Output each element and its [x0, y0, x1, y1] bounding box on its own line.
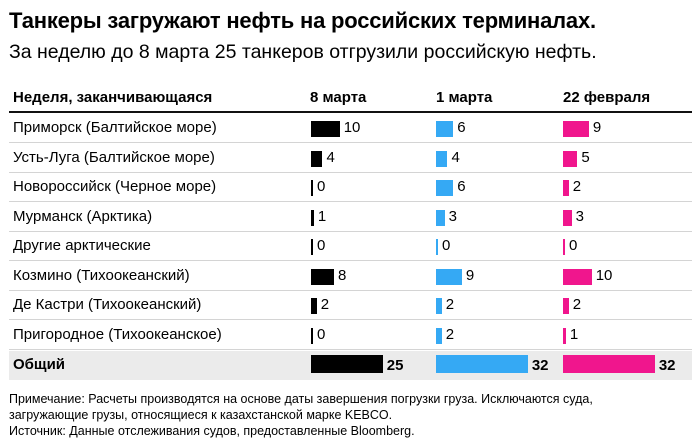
column-header-1-march: 1 марта	[436, 89, 493, 106]
terminal-label: Усть-Луга (Балтийское море)	[13, 148, 215, 166]
value-label-8-march: 0	[317, 325, 326, 343]
bar-8-march	[311, 150, 323, 167]
value-label-22-february: 2	[572, 296, 582, 313]
bar-8-march	[311, 327, 313, 344]
value-label-22-february: 2	[572, 178, 582, 195]
terminal-label: Козмино (Тихоокеанский)	[13, 266, 190, 284]
row-separator	[9, 319, 692, 320]
value-label-1-march: 6	[457, 178, 466, 195]
bar-8-march	[311, 209, 314, 226]
terminal-label: Пригородное (Тихоокеанское)	[13, 325, 222, 343]
row-separator	[9, 142, 692, 143]
bar-8-march	[311, 298, 317, 314]
bar-1-march	[436, 180, 454, 196]
footnote-line-2: загружающие грузы, относящиеся к казахст…	[9, 408, 393, 422]
bar-1-march	[436, 327, 442, 344]
bar-22-february	[563, 180, 569, 196]
value-label-8-march: 10	[343, 119, 361, 136]
table-row: Де Кастри (Тихоокеанский) 2 2 2	[9, 291, 692, 320]
value-label-22-february: 3	[575, 207, 584, 225]
table-row: Приморск (Балтийское море) 10 6 9	[9, 114, 692, 143]
bar-22-february	[563, 239, 565, 255]
value-label-22-february: 32	[658, 357, 676, 374]
bar-1-march	[436, 150, 448, 167]
total-label: Общий	[13, 356, 66, 373]
header-rule	[9, 111, 692, 113]
row-separator	[9, 201, 692, 202]
value-label-1-march: 32	[531, 357, 549, 374]
value-label-8-march: 8	[337, 266, 347, 284]
bar-8-march	[311, 239, 313, 255]
terminal-label: Де Кастри (Тихоокеанский)	[13, 296, 202, 313]
row-separator	[9, 260, 692, 261]
footnote: Примечание: Расчеты производятся на осно…	[9, 391, 649, 439]
value-label-8-march: 0	[317, 178, 326, 195]
bar-22-february	[563, 355, 655, 373]
bar-1-march	[436, 239, 438, 255]
terminal-label: Другие арктические	[13, 237, 151, 254]
table-row: Новороссийск (Черное море) 0 6 2	[9, 173, 692, 202]
bar-1-march	[436, 268, 462, 285]
table-row: Усть-Луга (Балтийское море) 4 4 5	[9, 144, 692, 173]
value-label-8-march: 1	[317, 207, 327, 225]
bar-8-march	[311, 355, 383, 373]
value-label-1-march: 9	[465, 266, 475, 284]
bar-8-march	[311, 180, 313, 196]
bar-22-february	[563, 150, 578, 167]
value-label-1-march: 0	[442, 237, 451, 254]
bar-1-march	[436, 121, 454, 137]
value-label-1-march: 4	[451, 148, 460, 166]
value-label-8-march: 4	[326, 148, 335, 166]
terminal-label: Приморск (Балтийское море)	[13, 119, 217, 136]
total-row: Общий 25 32 32	[9, 351, 692, 380]
bar-22-february	[563, 121, 589, 137]
value-label-22-february: 5	[581, 148, 590, 166]
bar-8-march	[311, 268, 334, 285]
row-separator	[9, 289, 692, 291]
table-row: Мурманск (Арктика) 1 3 3	[9, 203, 692, 232]
row-header: Неделя, заканчивающаяся	[13, 89, 213, 106]
bar-1-march	[436, 355, 528, 373]
bar-22-february	[563, 327, 566, 344]
value-label-22-february: 9	[592, 119, 602, 136]
bar-22-february	[563, 268, 592, 285]
column-header-8-march: 8 марта	[310, 89, 367, 106]
value-label-1-march: 2	[445, 325, 455, 343]
table-row: Другие арктические 0 0 0	[9, 232, 692, 261]
source-note: Источник: Данные отслеживания судов, пре…	[9, 424, 415, 438]
column-header-22-february: 22 февраля	[563, 89, 651, 106]
bar-22-february	[563, 209, 572, 226]
value-label-1-march: 2	[445, 296, 455, 313]
bar-1-march	[436, 298, 442, 314]
value-label-8-march: 25	[386, 357, 404, 374]
row-separator	[9, 230, 692, 232]
value-label-22-february: 10	[595, 266, 613, 284]
bar-1-march	[436, 209, 445, 226]
value-label-1-march: 6	[457, 119, 466, 136]
value-label-1-march: 3	[448, 207, 457, 225]
table-row: Козмино (Тихоокеанский) 8 9 10	[9, 262, 692, 291]
chart-title: Танкеры загружают нефть на российских те…	[9, 8, 596, 33]
value-label-8-march: 2	[320, 296, 330, 313]
value-label-22-february: 1	[569, 325, 579, 343]
terminal-label: Новороссийск (Черное море)	[13, 178, 217, 195]
row-separator	[9, 171, 692, 173]
chart-subtitle: За неделю до 8 марта 25 танкеров отгрузи…	[9, 41, 597, 63]
table-row: Пригородное (Тихоокеанское) 0 2 1	[9, 321, 692, 350]
value-label-22-february: 0	[569, 237, 578, 254]
bar-8-march	[311, 121, 340, 137]
row-separator	[9, 348, 692, 350]
footnote-line-1: Примечание: Расчеты производятся на осно…	[9, 392, 593, 406]
value-label-8-march: 0	[317, 237, 326, 254]
bar-22-february	[563, 298, 569, 314]
terminal-label: Мурманск (Арктика)	[13, 207, 153, 225]
